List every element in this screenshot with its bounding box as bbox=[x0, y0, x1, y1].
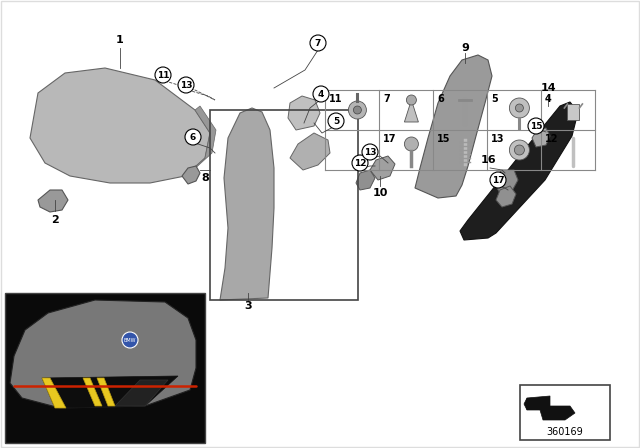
Text: 360169: 360169 bbox=[547, 427, 584, 437]
Circle shape bbox=[178, 77, 194, 93]
Circle shape bbox=[352, 155, 368, 171]
Circle shape bbox=[310, 35, 326, 51]
Circle shape bbox=[528, 118, 544, 134]
Text: 6: 6 bbox=[190, 133, 196, 142]
Text: 7: 7 bbox=[383, 94, 390, 104]
Text: 13: 13 bbox=[491, 134, 504, 144]
Polygon shape bbox=[220, 108, 274, 300]
Text: 9: 9 bbox=[461, 43, 469, 53]
Polygon shape bbox=[496, 186, 516, 207]
Circle shape bbox=[313, 86, 329, 102]
Circle shape bbox=[509, 140, 529, 160]
Polygon shape bbox=[290, 133, 330, 170]
Text: 4: 4 bbox=[545, 94, 552, 104]
Text: 17: 17 bbox=[383, 134, 397, 144]
Circle shape bbox=[155, 67, 171, 83]
Polygon shape bbox=[115, 380, 168, 406]
Polygon shape bbox=[356, 170, 375, 190]
Text: 4: 4 bbox=[318, 90, 324, 99]
Text: 11: 11 bbox=[157, 70, 169, 79]
Polygon shape bbox=[42, 378, 66, 408]
Text: 3: 3 bbox=[244, 301, 252, 311]
Polygon shape bbox=[38, 190, 68, 212]
Polygon shape bbox=[182, 166, 200, 184]
Text: 14: 14 bbox=[540, 83, 556, 93]
Text: 16: 16 bbox=[480, 155, 496, 165]
Text: 12: 12 bbox=[545, 134, 559, 144]
Circle shape bbox=[406, 95, 417, 105]
Circle shape bbox=[490, 172, 506, 188]
Text: 8: 8 bbox=[201, 173, 209, 183]
Text: 10: 10 bbox=[372, 188, 388, 198]
Text: 15: 15 bbox=[530, 121, 542, 130]
Circle shape bbox=[515, 104, 524, 112]
Polygon shape bbox=[492, 170, 518, 193]
Circle shape bbox=[515, 145, 524, 155]
Circle shape bbox=[509, 98, 529, 118]
Polygon shape bbox=[288, 96, 320, 130]
Polygon shape bbox=[30, 68, 210, 183]
Text: 7: 7 bbox=[315, 39, 321, 47]
Circle shape bbox=[362, 144, 378, 160]
Circle shape bbox=[185, 129, 201, 145]
Polygon shape bbox=[524, 398, 527, 410]
Text: 5: 5 bbox=[333, 116, 339, 125]
Text: 1: 1 bbox=[116, 35, 124, 45]
Text: 5: 5 bbox=[491, 94, 498, 104]
Polygon shape bbox=[10, 300, 196, 408]
Circle shape bbox=[328, 113, 344, 129]
Text: 11: 11 bbox=[329, 94, 342, 104]
Circle shape bbox=[348, 101, 366, 119]
Polygon shape bbox=[415, 55, 492, 198]
Polygon shape bbox=[460, 102, 578, 240]
Bar bbox=[520, 385, 610, 440]
Bar bbox=[210, 110, 358, 300]
Polygon shape bbox=[404, 100, 419, 122]
Polygon shape bbox=[185, 106, 216, 176]
Polygon shape bbox=[42, 376, 178, 408]
Polygon shape bbox=[532, 128, 550, 147]
Bar bbox=[568, 104, 579, 120]
Circle shape bbox=[122, 332, 138, 348]
Text: 6: 6 bbox=[437, 94, 444, 104]
Circle shape bbox=[353, 106, 362, 114]
Text: BMW: BMW bbox=[124, 337, 136, 343]
Text: 2: 2 bbox=[51, 215, 59, 225]
Polygon shape bbox=[83, 378, 102, 406]
Text: 13: 13 bbox=[180, 81, 192, 90]
Text: 15: 15 bbox=[437, 134, 451, 144]
Text: 12: 12 bbox=[354, 159, 366, 168]
Text: 17: 17 bbox=[492, 176, 504, 185]
Polygon shape bbox=[527, 396, 575, 420]
Bar bbox=[5, 293, 205, 443]
Polygon shape bbox=[97, 378, 115, 406]
Circle shape bbox=[404, 137, 419, 151]
Polygon shape bbox=[370, 156, 395, 180]
Text: 13: 13 bbox=[364, 147, 376, 156]
